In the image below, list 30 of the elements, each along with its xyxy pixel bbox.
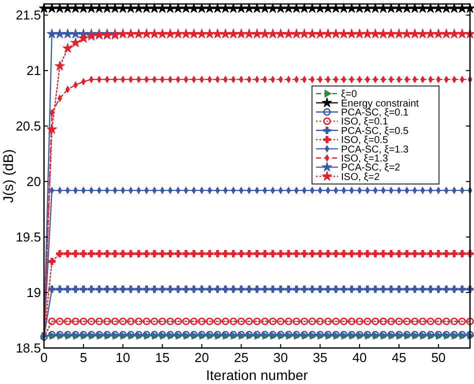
y-tick-label: 20.5 <box>16 118 41 134</box>
y-tick-label: 19 <box>26 285 41 300</box>
legend-label: PCA-SC, ξ=0.5 <box>341 126 409 137</box>
legend-label: Energy constraint <box>341 98 420 110</box>
y-tick-label: 21.5 <box>16 8 41 23</box>
y-tick-label: 20 <box>26 174 41 190</box>
x-tick-label: 20 <box>194 350 210 365</box>
y-axis-title: J(s) (dB) <box>0 149 16 203</box>
x-tick-label: 5 <box>80 350 88 365</box>
legend-label: PCA-SC, ξ=0.1 <box>341 108 409 118</box>
legend-label: PCA-SC, ξ=2 <box>341 162 401 174</box>
x-tick-label: 0 <box>40 350 48 365</box>
legend-label: ISO, ξ=2 <box>341 172 380 183</box>
x-tick-label: 25 <box>234 350 248 365</box>
legend-label: ξ=0 <box>341 89 358 100</box>
x-tick-label: 10 <box>116 350 130 365</box>
x-tick-label: 50 <box>431 350 446 365</box>
x-tick-label: 40 <box>352 350 367 365</box>
y-tick-label: 19.5 <box>16 230 41 245</box>
x-tick-label: 35 <box>312 350 328 365</box>
x-axis-title: Iteration number <box>206 367 308 383</box>
y-tick-label: 18.5 <box>16 340 41 356</box>
x-tick-label: 15 <box>155 350 170 365</box>
legend-label: PCA-SC, ξ=1.3 <box>341 144 409 156</box>
x-tick-label: 30 <box>273 350 288 365</box>
x-tick-label: 45 <box>392 350 406 365</box>
legend-label: ISO, ξ=0.1 <box>341 116 388 128</box>
legend-label: ISO, ξ=1.3 <box>341 154 388 164</box>
legend-label: ISO, ξ=0.5 <box>341 135 388 146</box>
y-tick-label: 21 <box>26 63 41 78</box>
